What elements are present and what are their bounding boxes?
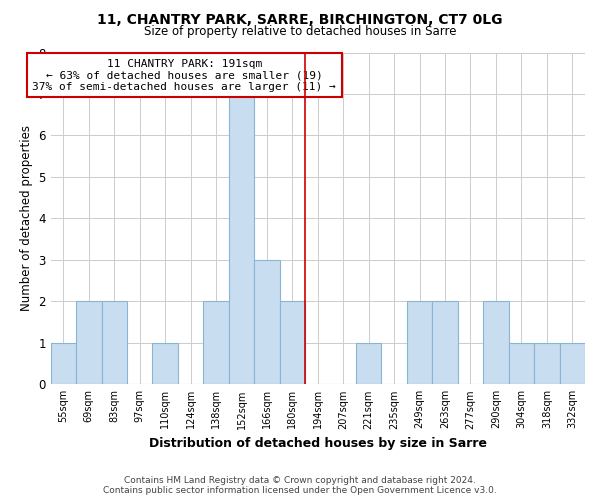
Bar [101,302,127,384]
Bar [50,343,76,384]
Bar [534,343,560,384]
Bar [152,343,178,384]
Text: 11 CHANTRY PARK: 191sqm
← 63% of detached houses are smaller (19)
37% of semi-de: 11 CHANTRY PARK: 191sqm ← 63% of detache… [32,58,336,92]
Bar [76,302,101,384]
Text: 11, CHANTRY PARK, SARRE, BIRCHINGTON, CT7 0LG: 11, CHANTRY PARK, SARRE, BIRCHINGTON, CT… [97,12,503,26]
X-axis label: Distribution of detached houses by size in Sarre: Distribution of detached houses by size … [149,437,487,450]
Bar [560,343,585,384]
Text: Size of property relative to detached houses in Sarre: Size of property relative to detached ho… [144,25,456,38]
Bar [509,343,534,384]
Text: Contains HM Land Registry data © Crown copyright and database right 2024.
Contai: Contains HM Land Registry data © Crown c… [103,476,497,495]
Bar [280,302,305,384]
Bar [203,302,229,384]
Bar [407,302,433,384]
Bar [254,260,280,384]
Bar [229,94,254,384]
Y-axis label: Number of detached properties: Number of detached properties [20,126,33,312]
Bar [433,302,458,384]
Bar [483,302,509,384]
Bar [356,343,382,384]
